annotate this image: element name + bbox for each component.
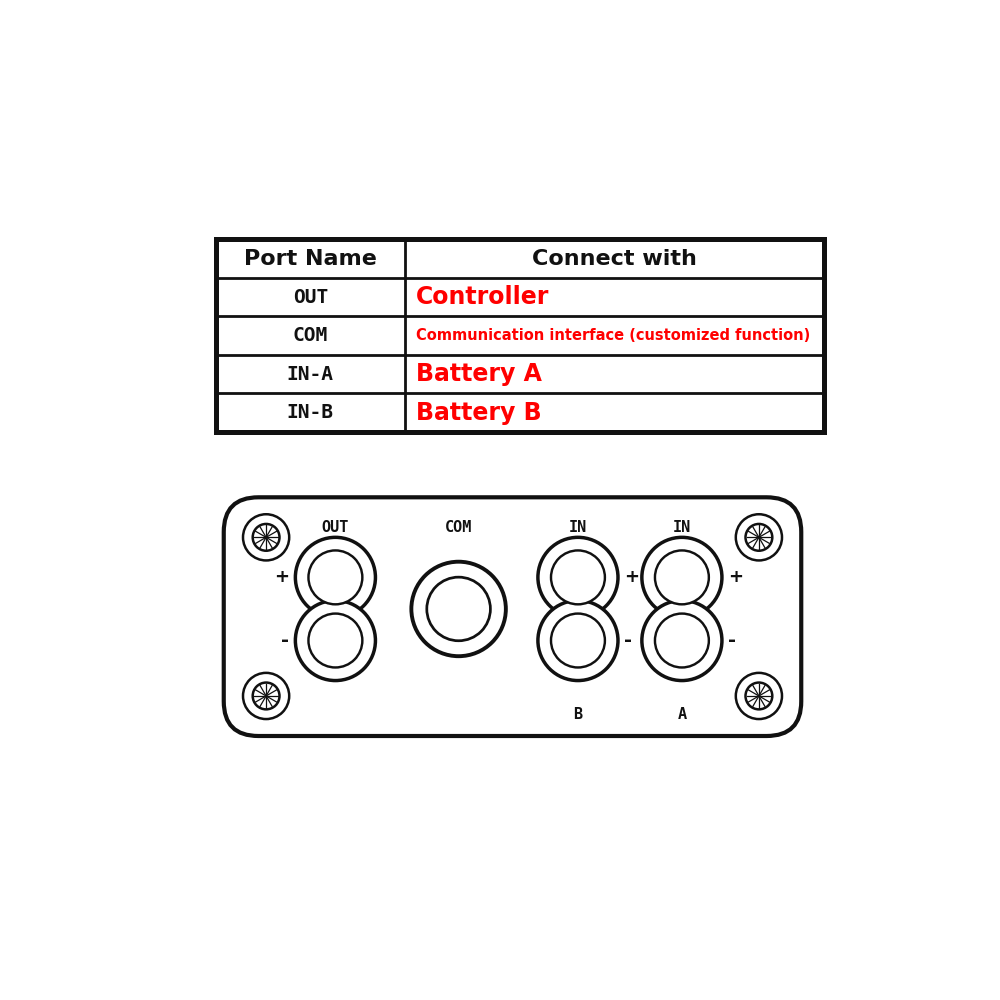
Circle shape (308, 550, 362, 604)
Circle shape (642, 537, 722, 617)
Text: -: - (281, 631, 289, 650)
Circle shape (308, 614, 362, 667)
Text: Communication interface (customized function): Communication interface (customized func… (416, 328, 810, 343)
Text: Battery A: Battery A (416, 362, 542, 386)
Circle shape (253, 524, 279, 551)
Circle shape (295, 600, 375, 681)
Circle shape (655, 550, 709, 604)
Circle shape (538, 537, 618, 617)
Text: B: B (573, 707, 583, 722)
Text: OUT: OUT (293, 288, 328, 307)
Text: -: - (728, 631, 736, 650)
Circle shape (746, 524, 772, 551)
FancyBboxPatch shape (224, 497, 801, 736)
Text: Port Name: Port Name (244, 249, 377, 269)
Text: IN: IN (569, 520, 587, 535)
Circle shape (411, 562, 506, 656)
Circle shape (655, 614, 709, 667)
Text: +: + (728, 568, 743, 586)
Text: A: A (677, 707, 686, 722)
Circle shape (427, 577, 490, 641)
Circle shape (551, 550, 605, 604)
Text: +: + (274, 568, 289, 586)
Circle shape (295, 537, 375, 617)
Text: Connect with: Connect with (532, 249, 697, 269)
Text: -: - (624, 631, 632, 650)
Text: IN: IN (673, 520, 691, 535)
Circle shape (538, 600, 618, 681)
Circle shape (736, 673, 782, 719)
Text: Controller: Controller (416, 285, 550, 309)
Text: COM: COM (445, 520, 472, 535)
Text: IN-A: IN-A (287, 365, 334, 384)
Circle shape (243, 514, 289, 560)
Text: Battery B: Battery B (416, 401, 542, 425)
Circle shape (736, 514, 782, 560)
Circle shape (642, 600, 722, 681)
Circle shape (243, 673, 289, 719)
Text: +: + (624, 568, 639, 586)
FancyBboxPatch shape (216, 239, 824, 432)
Text: IN-B: IN-B (287, 403, 334, 422)
Circle shape (746, 683, 772, 709)
Text: OUT: OUT (322, 520, 349, 535)
Circle shape (551, 614, 605, 667)
Text: COM: COM (293, 326, 328, 345)
Circle shape (253, 683, 279, 709)
